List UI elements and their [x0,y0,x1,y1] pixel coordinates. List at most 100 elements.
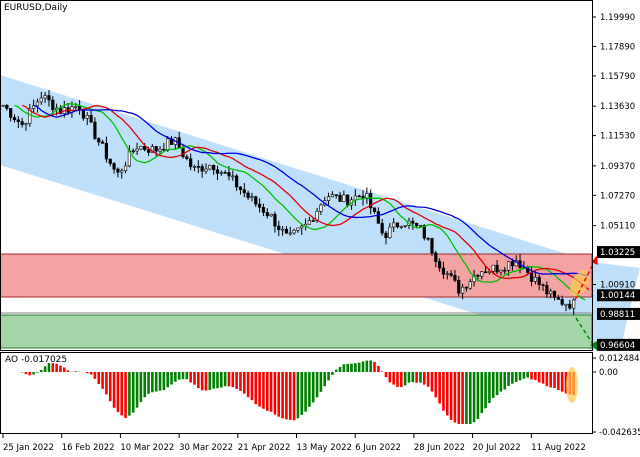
candle [560,299,564,305]
ao-bar [300,372,304,415]
ao-bar [434,372,438,398]
candle [453,275,457,281]
ao-bar [449,372,453,420]
candle [430,238,434,254]
candle [392,222,396,228]
candle [338,194,342,202]
ao-frame [0,352,593,434]
ao-bar [242,372,246,394]
symbol-title: EURUSD,Daily [4,3,68,13]
candle [372,207,377,212]
candle [491,264,495,272]
candle [449,273,453,276]
candle [81,109,86,119]
ao-bar [403,372,407,386]
candle [100,141,105,144]
ao-bar [108,372,112,402]
ao-bar [55,363,58,372]
ao-bar [484,372,487,409]
ao-bar [468,372,472,424]
ao-bar [518,372,522,381]
candle [499,269,503,273]
ao-bar [323,372,327,387]
ao-bar [36,372,39,373]
candle [185,156,189,159]
candle [572,299,576,309]
ao-bar [212,372,215,389]
ao-bar [20,372,24,373]
ao-bar [277,372,281,417]
ao-bar [507,372,510,386]
price-tick-label: 1.00910 [600,281,635,291]
ao-bar [124,372,127,418]
candle [403,225,407,227]
candle [311,220,315,222]
ao-tick-label: -0.042635 [599,428,640,438]
candle [529,272,534,282]
date-label: 10 Mar 2022 [120,443,174,453]
date-label: 16 Feb 2022 [62,443,115,453]
candle [219,172,223,174]
ao-bar [465,372,468,424]
candle [200,166,204,172]
ao-bar [331,372,334,375]
ao-bar [511,372,514,384]
ao-bar [59,365,62,372]
candle [434,252,438,262]
ao-bar [131,372,135,413]
ao-bar [419,372,422,383]
ao-bar [407,372,411,383]
ao-bar [308,372,311,407]
ao-bar [495,372,499,396]
ao-bar [288,372,292,420]
candle [139,146,143,150]
candle [441,267,446,275]
candle [288,232,292,235]
ao-bar [461,372,464,424]
ao-indicator-label: AO -0.017025 [5,355,68,365]
candle [342,194,346,202]
ao-bar [361,361,365,372]
ao-bar [116,372,120,412]
candle [549,290,553,295]
candle [12,117,17,121]
ao-bar [101,372,104,389]
candle [261,207,266,213]
candle [212,165,216,171]
ao-bar [499,372,503,392]
ao-bar [246,372,250,398]
ao-bar [480,372,484,414]
candle [277,225,281,230]
main-frame [0,0,593,351]
date-label: 25 Jan 2022 [3,443,54,453]
ao-bar [216,372,219,389]
candle [564,303,568,306]
price-tick-label: 1.15790 [600,72,635,82]
candle [445,273,449,275]
ao-bar [62,367,66,372]
candle [143,146,147,150]
date-label: 30 Mar 2022 [179,443,233,453]
candle [506,261,511,271]
candle [97,138,101,143]
candle [334,194,338,196]
ao-bar [177,372,181,380]
bearish-arrow [575,317,595,347]
ao-bar [338,366,342,372]
bullish-arrow [574,259,596,301]
candle [460,286,465,294]
ao-bar [411,372,415,383]
ao-bar [423,372,426,385]
ao-bar [89,372,93,375]
bearish-arrowhead [590,341,597,350]
ao-bar [564,372,568,394]
ao-bar [388,372,392,383]
candle [166,138,170,151]
ao-bar [151,372,154,393]
ao-bar [250,372,254,401]
date-label: 6 Jun 2022 [355,443,401,453]
candle [330,194,334,198]
ao-bar [258,372,261,407]
candle [47,95,51,101]
